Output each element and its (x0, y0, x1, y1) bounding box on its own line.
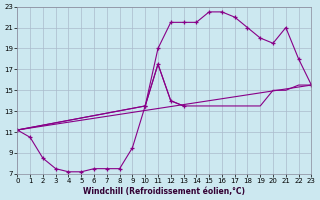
X-axis label: Windchill (Refroidissement éolien,°C): Windchill (Refroidissement éolien,°C) (84, 187, 245, 196)
